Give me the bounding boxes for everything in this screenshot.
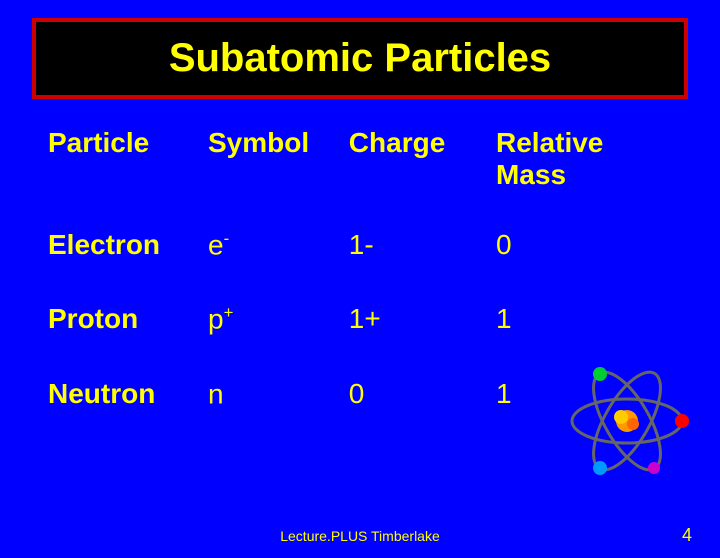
cell-symbol: n (200, 368, 341, 442)
col-header-symbol: Symbol (200, 127, 341, 219)
col-header-particle: Particle (40, 127, 200, 219)
cell-symbol: p+ (200, 293, 341, 367)
atom-icon (562, 356, 692, 486)
cell-charge: 1- (341, 219, 488, 293)
cell-charge: 1+ (341, 293, 488, 367)
cell-charge: 0 (341, 368, 488, 442)
table-header-row: Particle Symbol Charge Relative Mass (40, 127, 680, 219)
slide-title: Subatomic Particles (169, 36, 551, 80)
cell-particle: Proton (40, 293, 200, 367)
cell-symbol: e- (200, 219, 341, 293)
table-row: Electron e- 1- 0 (40, 219, 680, 293)
cell-mass: 0 (488, 219, 680, 293)
col-header-charge: Charge (341, 127, 488, 219)
slide-number: 4 (682, 525, 692, 546)
cell-particle: Electron (40, 219, 200, 293)
cell-particle: Neutron (40, 368, 200, 442)
footer-text: Lecture.PLUS Timberlake (280, 528, 440, 544)
title-box: Subatomic Particles (32, 18, 688, 99)
col-header-mass: Relative Mass (488, 127, 680, 219)
